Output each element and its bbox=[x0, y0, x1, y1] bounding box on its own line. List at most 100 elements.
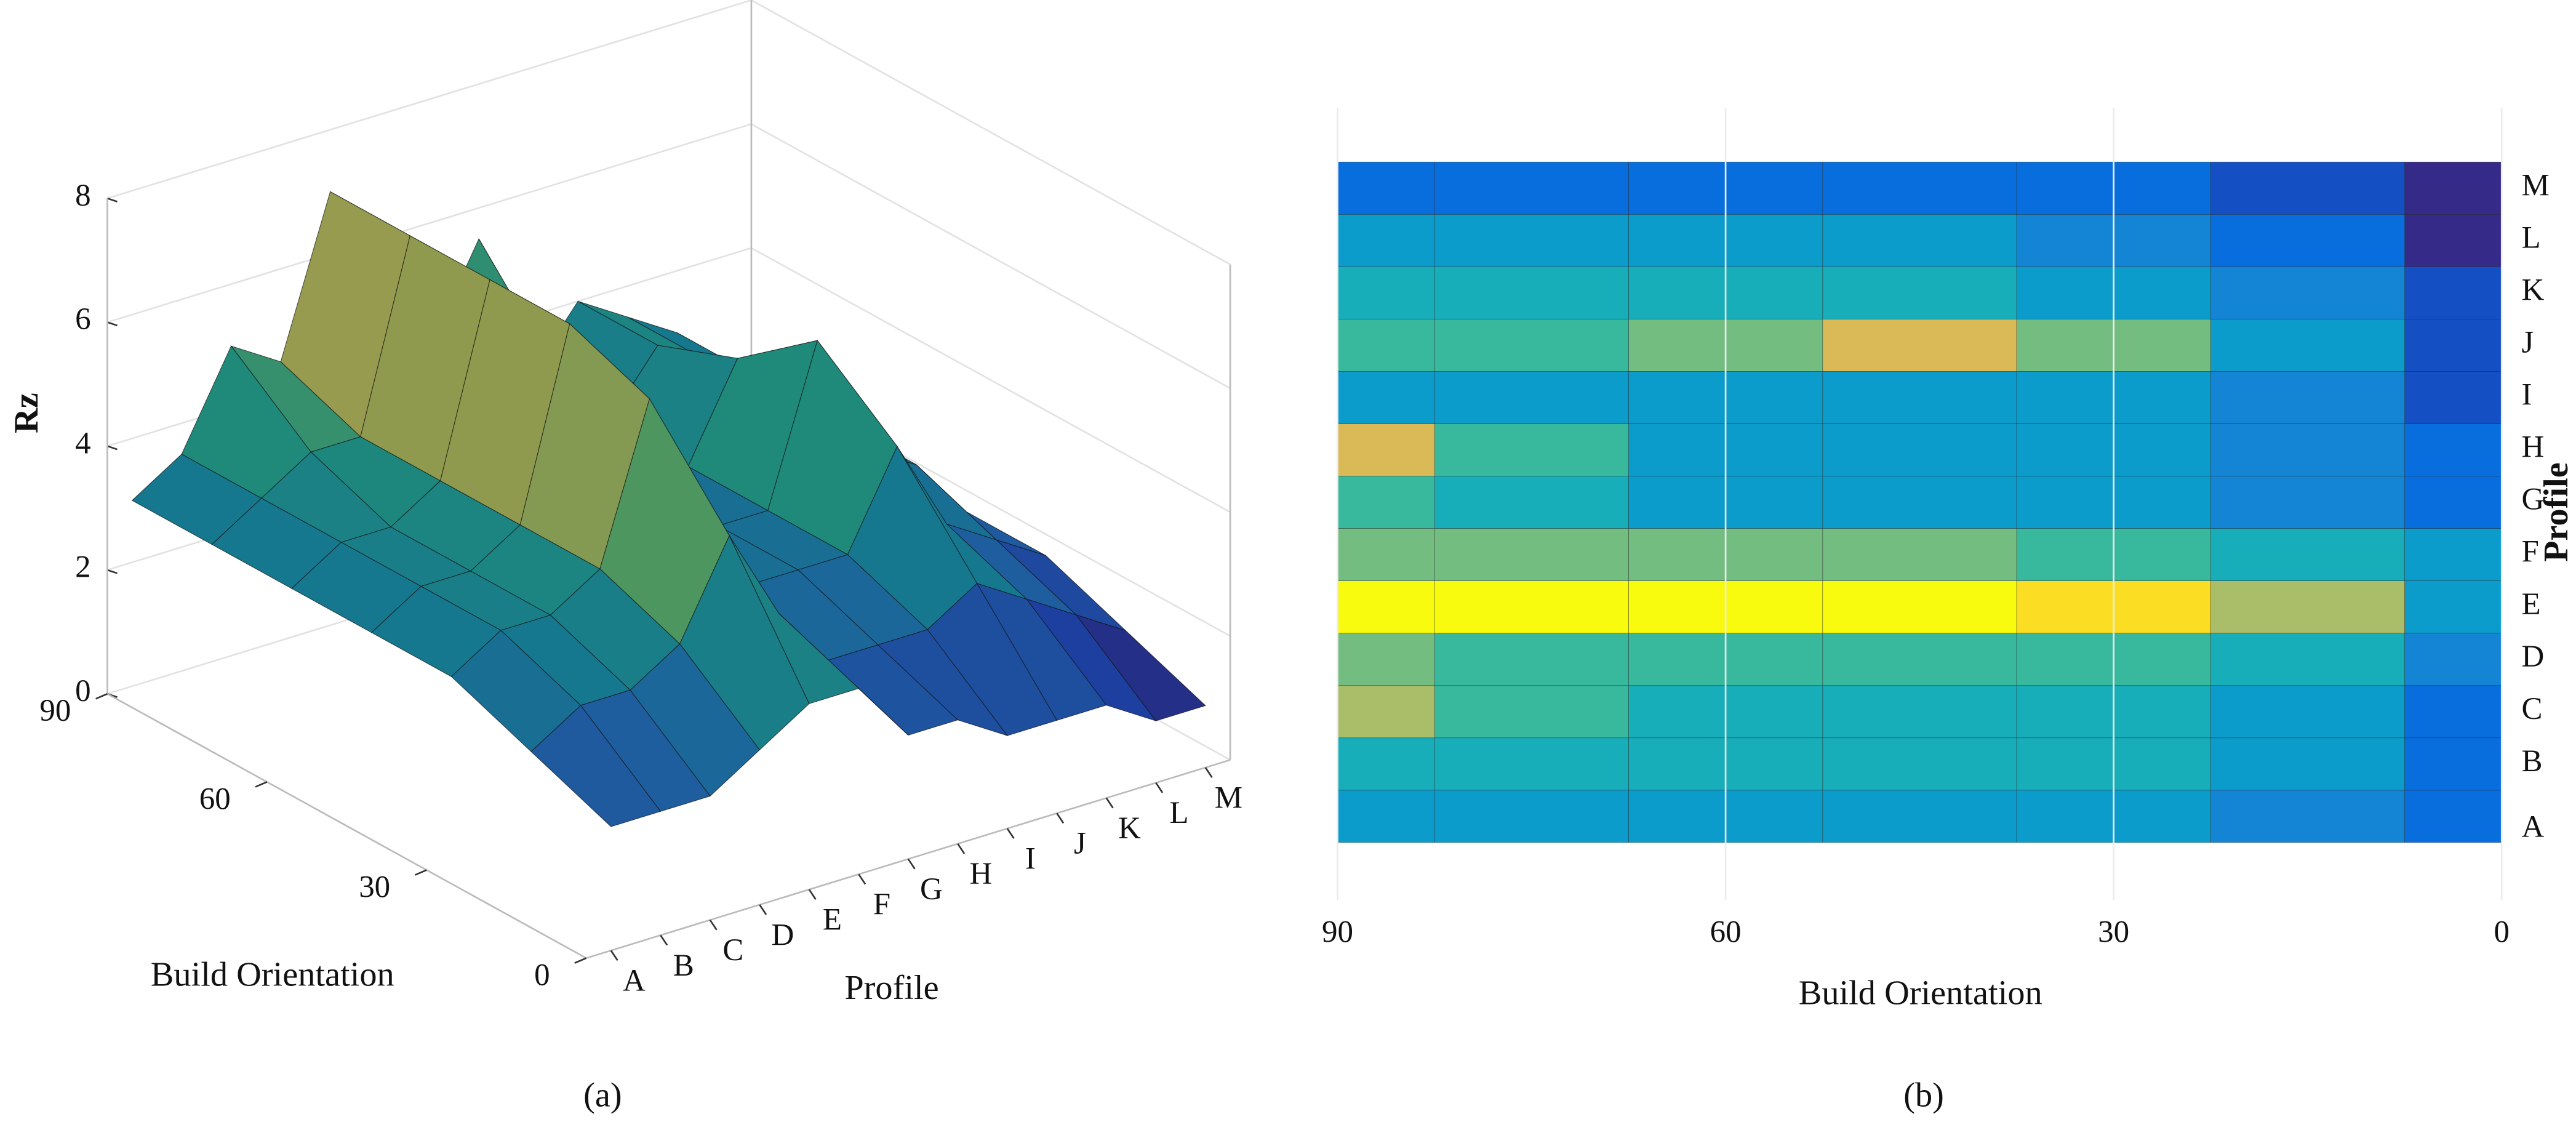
heat-cell bbox=[2210, 633, 2406, 686]
y-tick-label: K bbox=[2521, 273, 2544, 308]
y-tick bbox=[709, 919, 718, 931]
y-tick-label: E bbox=[823, 903, 842, 937]
heat-cell bbox=[1822, 214, 2017, 267]
y-tick-label: G bbox=[2521, 483, 2544, 517]
y-tick bbox=[1155, 782, 1164, 793]
heat-cell bbox=[2210, 161, 2406, 215]
heat-cell bbox=[1434, 266, 1629, 319]
y-tick bbox=[610, 950, 618, 961]
y-tick bbox=[759, 904, 767, 915]
x-tick-label: 90 bbox=[1322, 915, 1353, 950]
heat-cell bbox=[2210, 214, 2406, 267]
heat-cell bbox=[1434, 685, 1629, 739]
y-tick bbox=[1056, 812, 1065, 824]
heat-cell bbox=[1434, 423, 1629, 476]
x-tick-label: 30 bbox=[359, 870, 390, 904]
x-tick-label: 0 bbox=[2494, 915, 2510, 950]
y-tick bbox=[808, 889, 817, 900]
y-tick-label: A bbox=[623, 964, 646, 998]
heat-cell bbox=[1337, 214, 1435, 267]
heat-cell bbox=[2404, 318, 2502, 372]
z-tick-label: 4 bbox=[75, 426, 90, 460]
x-tick bbox=[414, 869, 427, 876]
heat-cell bbox=[1822, 580, 2017, 634]
heat-cell bbox=[2210, 580, 2406, 634]
x-tick bbox=[574, 957, 587, 964]
y-tick-label: H bbox=[969, 857, 992, 891]
y-tick bbox=[1006, 828, 1015, 839]
x-tick bbox=[255, 781, 268, 788]
heat-cell bbox=[2404, 161, 2502, 215]
z-tick bbox=[106, 569, 118, 574]
x-tick bbox=[95, 693, 108, 700]
heat-cell bbox=[1434, 790, 1629, 843]
heat-cell bbox=[1434, 161, 1629, 215]
y-tick-label: F bbox=[2521, 535, 2538, 569]
grid-line bbox=[107, 0, 1231, 265]
heat-cell bbox=[2404, 685, 2502, 739]
heat-cell bbox=[2210, 266, 2406, 319]
y-tick-label: C bbox=[2521, 692, 2542, 726]
y-tick-label: M bbox=[2521, 168, 2549, 203]
y-tick-label: I bbox=[1025, 841, 1036, 876]
y-tick-label: J bbox=[1074, 827, 1086, 861]
heat-cell bbox=[1337, 790, 1435, 843]
z-tick-label: 6 bbox=[75, 302, 90, 337]
heat-cell bbox=[1434, 214, 1629, 267]
y-tick-label: A bbox=[2521, 809, 2544, 844]
heat-cell bbox=[1434, 580, 1629, 634]
axis-line bbox=[106, 693, 587, 959]
heat-cell bbox=[2210, 371, 2406, 424]
heat-cell bbox=[2404, 476, 2502, 529]
heat-cell bbox=[1822, 633, 2017, 686]
heat-cell bbox=[1337, 633, 1435, 686]
heat-cell bbox=[1337, 266, 1435, 319]
heat-cell bbox=[1434, 528, 1629, 581]
x-tick-label: 60 bbox=[1710, 915, 1742, 950]
heat-cell bbox=[1337, 528, 1435, 581]
y-tick-label: M bbox=[1215, 780, 1242, 815]
y-tick-label: L bbox=[2521, 221, 2540, 255]
heat-cell bbox=[1822, 528, 2017, 581]
heat-cell bbox=[2404, 580, 2502, 634]
x-axis-label: Build Orientation bbox=[151, 956, 394, 994]
heat-cell bbox=[1434, 476, 1629, 529]
heat-cell bbox=[1822, 371, 2017, 424]
x-tick-label: 90 bbox=[39, 694, 71, 728]
y-tick bbox=[1204, 767, 1213, 778]
heat-cell bbox=[1434, 737, 1629, 791]
y-tick-label: K bbox=[1118, 811, 1141, 846]
heat-cell bbox=[1337, 371, 1435, 424]
heat-cell bbox=[1434, 371, 1629, 424]
y-tick bbox=[660, 934, 668, 946]
z-axis-label: Rz bbox=[7, 393, 46, 433]
heat-cell bbox=[1434, 318, 1629, 372]
y-tick-label: D bbox=[2521, 640, 2544, 674]
heat-cell bbox=[2404, 790, 2502, 843]
heat-cell bbox=[1822, 685, 2017, 739]
y-tick-label: B bbox=[673, 949, 694, 983]
y-tick-label: D bbox=[771, 918, 794, 952]
heat-cell bbox=[1337, 161, 1435, 215]
z-tick bbox=[106, 198, 118, 203]
z-tick-label: 0 bbox=[75, 674, 90, 708]
heat-cell bbox=[2404, 371, 2502, 424]
heat-cell bbox=[2210, 737, 2406, 791]
z-tick-label: 2 bbox=[75, 550, 90, 585]
heat-cell bbox=[1822, 423, 2017, 476]
heat-cell bbox=[1337, 423, 1435, 476]
y-tick-label: H bbox=[2521, 430, 2544, 465]
heat-cell bbox=[1337, 737, 1435, 791]
heat-cell bbox=[1822, 737, 2017, 791]
heat-cell bbox=[2404, 528, 2502, 581]
y-tick bbox=[858, 873, 866, 885]
heat-cell bbox=[2404, 214, 2502, 267]
heat-cell bbox=[2210, 423, 2406, 476]
y-tick-label: L bbox=[1169, 796, 1188, 830]
heat-cell bbox=[1822, 476, 2017, 529]
heat-cell bbox=[1822, 318, 2017, 372]
heat-cell bbox=[2210, 476, 2406, 529]
y-tick-label: G bbox=[920, 872, 943, 907]
heat-cell bbox=[2210, 528, 2406, 581]
